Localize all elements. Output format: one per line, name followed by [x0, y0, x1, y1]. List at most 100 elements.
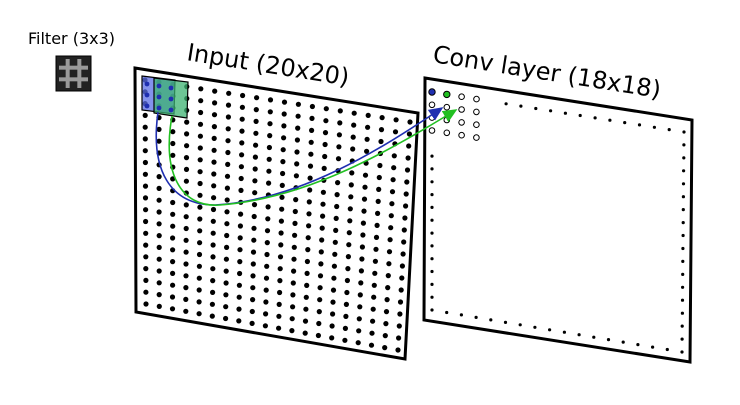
input-dot [401, 239, 407, 245]
input-dot [237, 259, 243, 265]
input-dot [170, 259, 176, 265]
conv-border-dot [652, 125, 657, 129]
window-dot [168, 85, 174, 91]
input-dot [183, 273, 189, 279]
input-dot [143, 266, 149, 272]
input-dot [263, 287, 269, 293]
input-dot [224, 173, 231, 179]
input-dot [143, 242, 149, 248]
input-dot [211, 159, 217, 165]
input-dot [281, 99, 288, 105]
input-dot [183, 214, 189, 220]
input-dot [170, 176, 176, 182]
input-dot [224, 221, 230, 227]
window-dot [156, 105, 162, 111]
input-dot [240, 92, 246, 99]
input-dot [143, 207, 149, 213]
input-dot [225, 114, 231, 120]
input-dot [295, 125, 301, 131]
input-dot [250, 285, 256, 291]
input-dot [388, 225, 394, 231]
input-dot [277, 289, 283, 296]
input-dot [346, 242, 352, 248]
input-dot [170, 235, 176, 241]
input-dot [357, 292, 363, 298]
input-dot [318, 249, 324, 255]
input-dot [362, 172, 369, 178]
input-dot [212, 100, 218, 106]
input-dot [198, 109, 204, 116]
conv-empty-cell [428, 127, 436, 134]
conv-border-dot [563, 111, 568, 115]
input-dot [238, 175, 244, 182]
input-dot [183, 285, 189, 291]
input-dot [335, 156, 342, 162]
input-dot [211, 112, 218, 118]
input-dot [292, 220, 298, 226]
conv-border-dot [621, 340, 625, 344]
input-dot [223, 304, 229, 310]
input-dot [279, 206, 285, 212]
window-dot [156, 94, 162, 100]
input-dot [253, 142, 259, 148]
input-dot [350, 146, 356, 152]
input-dot [348, 194, 354, 200]
input-dot [309, 115, 315, 121]
input-dot [359, 244, 365, 250]
input-dot [211, 135, 217, 141]
input-dot [370, 306, 376, 312]
input-dot [239, 152, 245, 158]
input-dot [237, 223, 243, 229]
input-dot [404, 167, 411, 173]
conv-empty-cell [458, 131, 465, 139]
input-dot [143, 289, 149, 295]
input-dot [184, 143, 190, 149]
input-dot [142, 112, 148, 118]
conv-border-dot [474, 315, 478, 319]
input-dot [184, 119, 190, 125]
input-dot [210, 242, 216, 248]
input-dot [276, 301, 282, 307]
input-dot [226, 90, 232, 96]
input-dot [383, 309, 390, 315]
input-dot [315, 332, 321, 339]
input-dot [375, 210, 381, 216]
input-dot [263, 299, 269, 305]
conv-border-dot [459, 313, 463, 317]
input-dot [378, 127, 385, 133]
input-dot [396, 323, 402, 329]
input-dot [278, 230, 284, 236]
input-dot [198, 98, 204, 104]
input-dot [403, 203, 409, 209]
input-dot [290, 280, 296, 286]
input-dot [224, 185, 230, 191]
input-dot [291, 244, 297, 250]
input-dot [384, 297, 390, 303]
conv-border-dot [593, 116, 597, 120]
input-dot [279, 194, 285, 200]
input-dot [378, 138, 384, 145]
input-dot [321, 165, 327, 171]
input-dot [169, 306, 176, 312]
input-dot [377, 162, 383, 169]
input-dot [302, 330, 308, 336]
input-dot [395, 347, 401, 353]
input-dot [374, 222, 380, 228]
input-dot [156, 197, 162, 203]
input-dot [398, 287, 404, 293]
input-dot [293, 173, 299, 179]
conv-border-dot [504, 102, 508, 106]
input-dot [267, 97, 274, 103]
input-dot [361, 208, 367, 214]
conv-border-dot [533, 325, 537, 329]
input-dot [387, 237, 393, 243]
conv-border-dot [681, 259, 685, 263]
input-dot [307, 187, 313, 193]
input-dot [331, 275, 337, 281]
filter-grid-line [65, 59, 70, 88]
input-dot [224, 244, 230, 250]
input-dot [239, 116, 245, 122]
input-dot [197, 216, 203, 222]
input-dot [302, 318, 309, 324]
input-dot [212, 88, 218, 94]
